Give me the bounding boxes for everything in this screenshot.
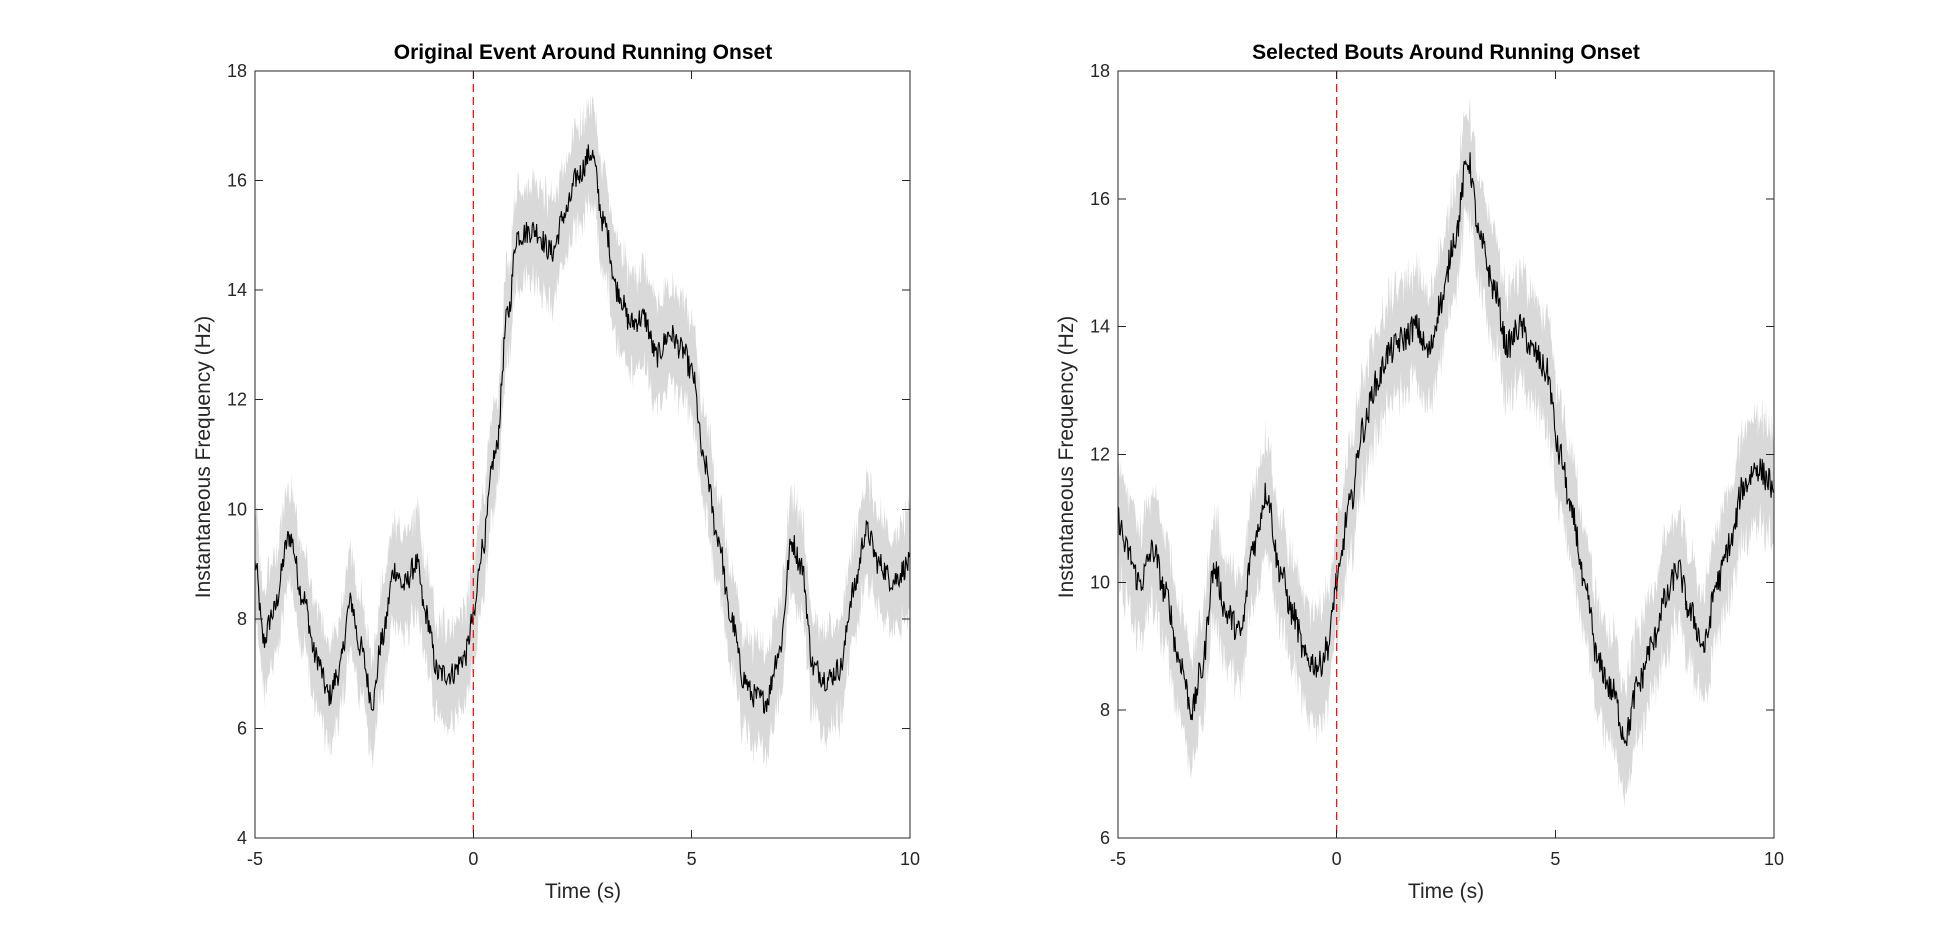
left-y-tick-label: 14 — [227, 280, 247, 300]
right-plot-area: -5 0 5 10 6 8 10 12 14 16 18 — [1090, 61, 1784, 869]
left-x-axis-label: Time (s) — [545, 880, 621, 903]
left-x-tick-label: 10 — [900, 849, 920, 869]
right-mean-line — [1118, 152, 1774, 747]
right-y-tick-label: 12 — [1090, 445, 1110, 465]
left-y-tick-label: 16 — [227, 171, 247, 191]
left-sem-band — [255, 93, 910, 770]
left-axes-box — [254, 70, 911, 839]
right-x-tick-label: 10 — [1764, 849, 1784, 869]
right-y-axis-label: Instantaneous Frequency (Hz) — [1055, 316, 1078, 598]
left-mean-line — [255, 144, 910, 715]
right-chart-title: Selected Bouts Around Running Onset — [1252, 41, 1640, 64]
right-chart-panel: Selected Bouts Around Running Onset -5 0 5… — [1055, 41, 1784, 903]
left-y-tick-label: 12 — [227, 390, 247, 410]
left-chart-title: Original Event Around Running Onset — [394, 41, 772, 64]
right-y-tick-label: 18 — [1090, 61, 1110, 81]
left-x-tick-label: 0 — [468, 849, 478, 869]
right-y-tick-label: 14 — [1090, 317, 1110, 337]
right-x-tick-label: -5 — [1110, 849, 1126, 869]
right-y-tick-label: 6 — [1100, 828, 1110, 848]
left-y-tick-label: 6 — [237, 718, 247, 738]
left-x-tick-label: 5 — [687, 849, 697, 869]
left-chart-panel: Original Event Around Running Onset -5 0 5… — [192, 41, 920, 903]
left-plot-area: -5 0 5 10 4 6 8 10 12 14 16 18 — [227, 61, 920, 869]
right-y-tick-label: 16 — [1090, 189, 1110, 209]
right-x-axis-label: Time (s) — [1408, 880, 1484, 903]
left-y-tick-label: 18 — [227, 61, 247, 81]
right-y-tick-label: 8 — [1100, 700, 1110, 720]
left-y-axis-label: Instantaneous Frequency (Hz) — [192, 316, 215, 598]
right-x-tick-label: 0 — [1332, 849, 1342, 869]
left-y-tick-label: 4 — [237, 828, 247, 848]
right-sem-band — [1118, 95, 1774, 810]
left-y-tick-label: 8 — [237, 609, 247, 629]
right-x-tick-label: 5 — [1550, 849, 1560, 869]
left-y-tick-label: 10 — [227, 499, 247, 519]
left-x-tick-label: -5 — [247, 849, 263, 869]
right-y-tick-label: 10 — [1090, 572, 1110, 592]
